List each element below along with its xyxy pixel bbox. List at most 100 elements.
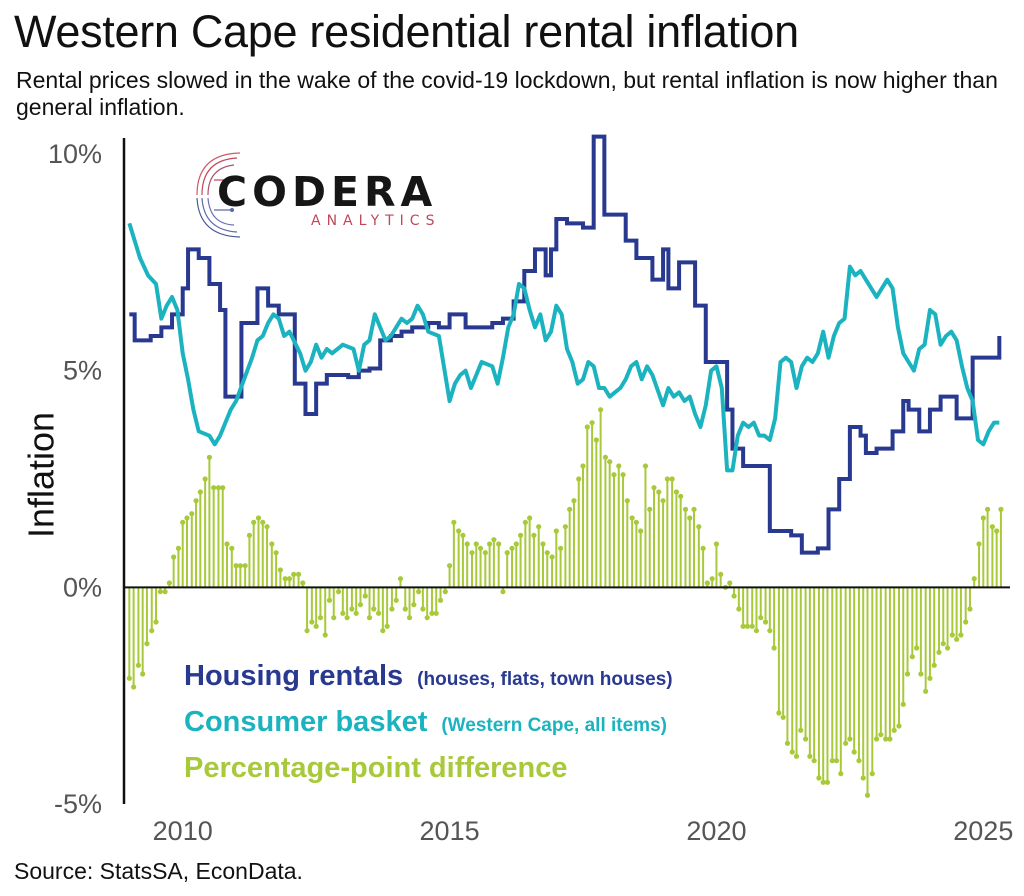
difference-point <box>954 636 960 642</box>
difference-point <box>349 606 355 612</box>
difference-point <box>437 597 444 603</box>
difference-point <box>149 628 155 634</box>
difference-point <box>469 550 475 556</box>
difference-point <box>963 619 969 625</box>
difference-point <box>544 550 550 556</box>
difference-point <box>509 545 515 551</box>
difference-point <box>749 623 755 629</box>
difference-point <box>949 632 955 638</box>
difference-point <box>344 615 350 621</box>
difference-point <box>304 628 310 634</box>
legend-housing-note: (houses, flats, town houses) <box>417 669 673 690</box>
difference-point <box>904 671 911 677</box>
difference-point <box>780 714 786 720</box>
difference-point <box>691 506 697 512</box>
difference-point <box>793 753 800 759</box>
difference-point <box>362 593 368 599</box>
difference-point <box>140 671 146 677</box>
consumer-basket-line <box>127 222 1000 473</box>
difference-point <box>451 519 457 525</box>
difference-point <box>282 576 288 582</box>
difference-point <box>433 610 439 616</box>
difference-point <box>251 519 257 525</box>
difference-point <box>144 641 150 647</box>
difference-point <box>286 576 293 582</box>
difference-point <box>237 563 243 569</box>
difference-point <box>233 563 239 569</box>
difference-point <box>958 632 964 638</box>
difference-point <box>126 675 132 681</box>
difference-point <box>673 489 680 495</box>
difference-point <box>397 576 404 582</box>
difference-point <box>295 571 302 577</box>
difference-point <box>824 779 831 785</box>
difference-point <box>736 606 742 612</box>
difference-point <box>131 684 137 690</box>
difference-point <box>567 506 573 512</box>
difference-point <box>522 519 528 525</box>
difference-point <box>536 524 542 530</box>
difference-point <box>909 654 915 660</box>
difference-point <box>718 571 724 577</box>
legend-consumer-label: Consumer basket <box>184 706 428 738</box>
difference-point <box>629 515 635 521</box>
x-tick-label: 2025 <box>953 816 1013 846</box>
x-tick-label: 2020 <box>686 816 746 846</box>
difference-point <box>891 727 897 733</box>
difference-point <box>375 610 382 616</box>
difference-point <box>211 485 217 491</box>
difference-point <box>171 554 177 560</box>
difference-point <box>424 615 430 621</box>
difference-point <box>255 515 262 521</box>
difference-point <box>633 519 639 525</box>
difference-point <box>656 489 662 495</box>
difference-point <box>847 736 853 742</box>
difference-point <box>549 554 555 560</box>
difference-point <box>322 632 328 638</box>
difference-point <box>340 610 346 616</box>
difference-point <box>878 732 884 738</box>
difference-point <box>464 541 470 547</box>
difference-point <box>420 606 426 612</box>
difference-point <box>713 541 720 547</box>
difference-point <box>638 528 644 534</box>
difference-point <box>589 420 595 426</box>
difference-point <box>313 623 319 629</box>
difference-point <box>277 567 283 573</box>
difference-point <box>500 589 506 595</box>
difference-point <box>994 528 1000 534</box>
difference-point <box>704 580 710 586</box>
difference-point <box>860 775 866 781</box>
difference-point <box>967 606 973 612</box>
difference-point <box>180 519 186 525</box>
difference-point <box>883 736 889 742</box>
difference-point <box>856 758 862 764</box>
legend-consumer-note: (Western Cape, all items) <box>441 715 667 736</box>
difference-point <box>553 528 559 534</box>
difference-point <box>273 550 279 556</box>
y-axis-label: Inflation <box>21 412 62 538</box>
chart-subtitle: Rental prices slowed in the wake of the … <box>16 67 998 120</box>
difference-point <box>193 498 199 504</box>
difference-point <box>678 493 684 499</box>
codera-logo-mark <box>196 152 241 238</box>
difference-point <box>571 498 577 504</box>
difference-point <box>896 723 902 729</box>
line-series <box>127 134 1002 555</box>
difference-point <box>740 623 746 629</box>
difference-point <box>873 736 880 742</box>
difference-point <box>380 628 386 634</box>
difference-point <box>411 602 417 608</box>
difference-point <box>616 463 622 469</box>
difference-point <box>727 580 733 586</box>
difference-point <box>687 515 693 521</box>
difference-point <box>989 524 995 530</box>
difference-point <box>753 628 760 634</box>
difference-point <box>531 532 537 538</box>
difference-point <box>660 498 666 504</box>
difference-point <box>602 454 609 460</box>
difference-point <box>175 545 182 551</box>
difference-point <box>700 545 706 551</box>
difference-point <box>353 610 359 616</box>
